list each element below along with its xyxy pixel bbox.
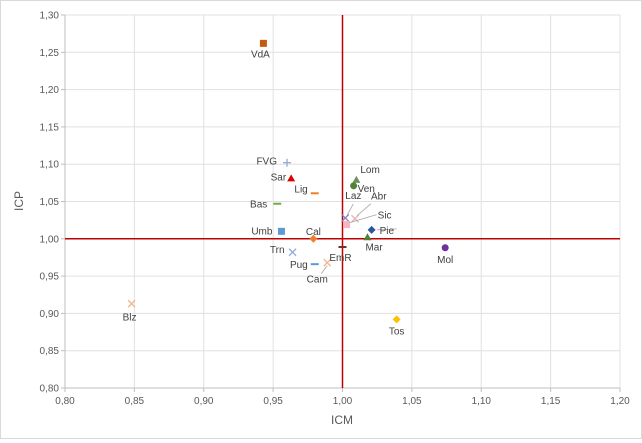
y-tick-label: 1,30 bbox=[40, 11, 60, 22]
point-fvg bbox=[283, 158, 291, 167]
point-label-fvg: FVG bbox=[256, 157, 277, 168]
point-label-laz: Laz bbox=[345, 191, 361, 202]
point-tos bbox=[392, 315, 401, 324]
point-label-lom: Lom bbox=[360, 165, 379, 176]
y-axis-label: ICP bbox=[12, 191, 26, 211]
x-tick-label: 1,15 bbox=[541, 396, 561, 407]
point-pie bbox=[367, 225, 376, 234]
point-cal bbox=[309, 234, 318, 243]
point-trn bbox=[288, 248, 297, 257]
leader-line bbox=[346, 203, 354, 216]
point-label-bas: Bas bbox=[250, 200, 267, 211]
leader-line bbox=[356, 203, 372, 216]
point-label-cam: Cam bbox=[307, 275, 328, 286]
y-tick-label: 1,25 bbox=[40, 48, 60, 59]
x-tick-label: 1,20 bbox=[610, 396, 630, 407]
leader-line bbox=[320, 265, 328, 274]
point-label-abr: Abr bbox=[371, 192, 387, 203]
y-tick-label: 0,90 bbox=[40, 309, 60, 320]
leader-line bbox=[376, 228, 397, 231]
point-label-pie: Pie bbox=[380, 226, 395, 237]
y-tick-label: 0,95 bbox=[40, 272, 60, 283]
point-label-blz: Blz bbox=[123, 313, 137, 324]
point-ven bbox=[350, 182, 358, 190]
x-tick-label: 0,80 bbox=[55, 396, 75, 407]
y-tick-label: 1,05 bbox=[40, 197, 60, 208]
y-tick-label: 0,80 bbox=[40, 384, 60, 395]
point-abr bbox=[351, 214, 359, 223]
y-tick-label: 1,20 bbox=[40, 85, 60, 96]
point-label-sar: Sar bbox=[271, 172, 287, 183]
point-vda bbox=[259, 39, 267, 47]
x-axis-label: ICM bbox=[331, 413, 353, 427]
point-label-vda: VdA bbox=[251, 49, 270, 60]
x-tick-label: 1,10 bbox=[472, 396, 492, 407]
point-label-pug: Pug bbox=[290, 260, 308, 271]
point-label-cal: Cal bbox=[306, 227, 321, 238]
point-label-mar: Mar bbox=[365, 242, 383, 253]
leader-line bbox=[349, 214, 377, 224]
point-label-umb: Umb bbox=[251, 226, 273, 237]
y-tick-label: 1,00 bbox=[40, 234, 60, 245]
point-mar bbox=[363, 233, 372, 241]
point-label-lig: Lig bbox=[294, 184, 307, 195]
point-label-trn: Trn bbox=[270, 245, 285, 256]
point-cam bbox=[323, 258, 332, 267]
x-tick-label: 1,00 bbox=[333, 396, 353, 407]
point-label-sic: Sic bbox=[378, 211, 392, 222]
point-label-tos: Tos bbox=[389, 326, 405, 337]
point-mol bbox=[441, 244, 449, 252]
point-sic bbox=[343, 221, 351, 229]
point-laz bbox=[341, 213, 350, 222]
point-label-ven: Ven bbox=[358, 184, 375, 195]
point-label-mol: Mol bbox=[437, 255, 453, 266]
y-tick-label: 0,85 bbox=[40, 346, 60, 357]
y-tick-label: 1,15 bbox=[40, 122, 60, 133]
x-tick-label: 0,90 bbox=[194, 396, 214, 407]
y-tick-label: 1,10 bbox=[40, 160, 60, 171]
point-sar bbox=[287, 174, 296, 182]
x-tick-label: 0,95 bbox=[263, 396, 283, 407]
point-label-emr: EmR bbox=[329, 253, 351, 264]
x-tick-label: 0,85 bbox=[125, 396, 145, 407]
point-umb bbox=[277, 227, 285, 235]
point-lom bbox=[352, 175, 361, 183]
point-blz bbox=[127, 299, 136, 308]
x-tick-label: 1,05 bbox=[402, 396, 422, 407]
